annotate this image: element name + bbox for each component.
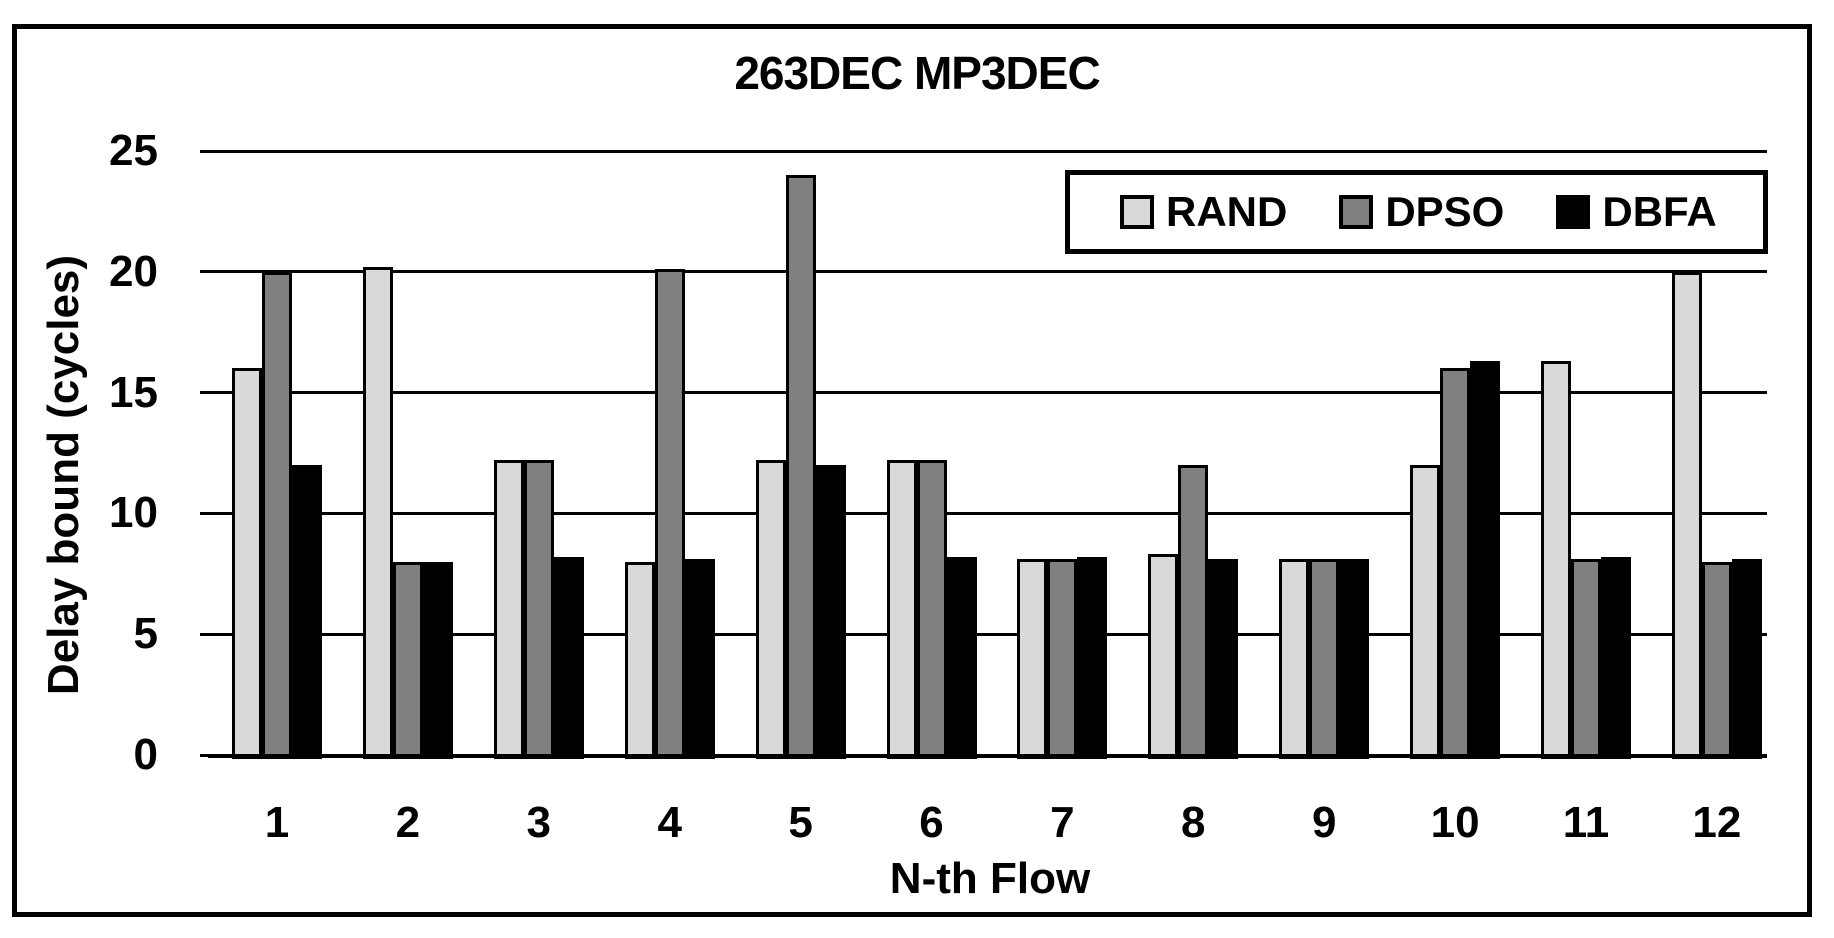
legend-label-dbfa: DBFA: [1602, 188, 1717, 235]
bar-dpso-7: [1047, 559, 1078, 759]
bar-dbfa-12: [1731, 559, 1762, 759]
x-tick-label: 1: [264, 798, 290, 847]
x-tick-label: 10: [1430, 798, 1480, 847]
chart-title: 263DEC MP3DEC: [734, 47, 1100, 99]
bar-dpso-2: [392, 561, 423, 759]
bar-dpso-10: [1440, 368, 1471, 759]
legend-swatch-dbfa: [1556, 195, 1591, 229]
bar-dpso-11: [1571, 559, 1601, 759]
gridline-y-15: [200, 391, 1767, 395]
y-tick-label: 10: [109, 488, 158, 538]
bar-rand-11: [1541, 361, 1571, 759]
bar-rand-9: [1279, 559, 1310, 759]
legend-item-dbfa: DBFA: [1556, 188, 1717, 235]
x-tick-label: 7: [1050, 798, 1075, 847]
bar-rand-12: [1671, 271, 1702, 759]
bar-dbfa-7: [1077, 556, 1108, 759]
legend-item-dpso: DPSO: [1339, 191, 1504, 233]
bar-dpso-3: [523, 460, 554, 759]
y-tick-label: 5: [133, 609, 158, 659]
bar-dbfa-9: [1339, 559, 1370, 759]
x-tick-label: 6: [919, 798, 944, 847]
bar-dpso-1: [262, 271, 292, 759]
bar-dbfa-8: [1208, 559, 1239, 759]
bar-rand-7: [1017, 559, 1048, 759]
bar-rand-1: [232, 368, 262, 759]
y-tick-label: 15: [109, 367, 158, 417]
x-tick-label: 4: [657, 798, 682, 847]
bar-rand-8: [1148, 554, 1179, 759]
gridline-y-5: [200, 632, 1767, 636]
bar-rand-10: [1410, 465, 1441, 759]
y-axis-title: Delay bound (cycles): [39, 254, 88, 696]
x-tick-label: 2: [395, 798, 421, 847]
legend-label-dpso: DPSO: [1385, 188, 1505, 235]
gridline-y-10: [200, 511, 1767, 515]
y-tick-label: 20: [109, 246, 158, 296]
bar-dbfa-6: [946, 556, 977, 759]
bar-dpso-8: [1178, 465, 1209, 759]
bar-dbfa-10: [1470, 361, 1501, 759]
bar-rand-4: [624, 561, 655, 759]
x-tick-label: 3: [526, 798, 552, 847]
bar-rand-6: [886, 460, 917, 759]
legend-swatch-rand: [1120, 195, 1154, 229]
x-tick-label: 8: [1181, 798, 1206, 847]
gridline-y-20: [200, 270, 1767, 274]
bar-dpso-4: [654, 269, 685, 759]
legend-item-rand: RAND: [1120, 191, 1287, 233]
bar-dpso-12: [1701, 561, 1732, 759]
bar-dbfa-2: [422, 561, 453, 759]
y-tick-label: 25: [109, 126, 158, 175]
gridline-y-25: [200, 149, 1767, 153]
bar-rand-2: [362, 266, 393, 759]
x-tick-label: 12: [1692, 798, 1742, 847]
x-tick-label: 5: [788, 798, 813, 847]
legend-swatch-dpso: [1339, 195, 1374, 229]
x-axis-line: [208, 754, 1767, 758]
bar-dpso-5: [785, 175, 816, 759]
bar-dbfa-1: [292, 465, 322, 759]
bar-dpso-6: [916, 460, 947, 759]
bar-dbfa-3: [553, 556, 584, 759]
bar-dpso-9: [1309, 559, 1340, 759]
x-tick-label: 11: [1562, 798, 1610, 847]
bar-dbfa-5: [815, 465, 846, 759]
y-tick-label: 0: [133, 730, 158, 779]
legend-label-rand: RAND: [1166, 188, 1288, 235]
bar-dbfa-11: [1601, 556, 1631, 759]
bar-dbfa-4: [684, 559, 715, 759]
bar-rand-3: [493, 460, 524, 759]
legend: RAND DPSO DBFA: [1065, 170, 1768, 254]
bar-rand-5: [755, 460, 786, 759]
x-tick-label: 9: [1311, 798, 1337, 847]
x-axis-title: N-th Flow: [889, 854, 1091, 903]
